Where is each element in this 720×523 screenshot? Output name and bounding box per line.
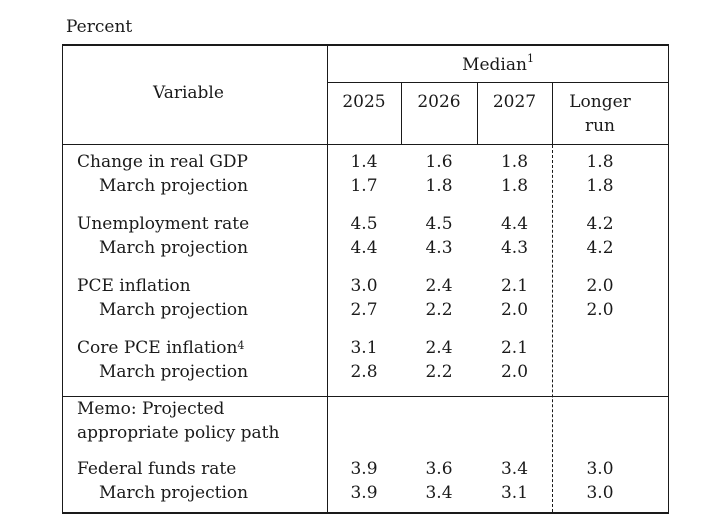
rows-value-7-0: 2.8: [350, 362, 378, 382]
rows-value-1-3: 1.8: [586, 176, 614, 196]
header-longer-run-line2: run: [584, 116, 616, 136]
caption-percent: Percent: [66, 17, 133, 37]
rows-label-1: March projection: [99, 176, 249, 196]
rows-value-2-3: 4.2: [586, 214, 614, 234]
rows-value-0-2: 1.8: [500, 152, 529, 172]
footnote-marker: 4: [237, 339, 245, 352]
rows-label-5: March projection: [99, 300, 249, 320]
rows-value-4-1: 2.4: [425, 276, 453, 296]
rows-value-0-3: 1.8: [586, 152, 614, 172]
memo-line2: appropriate policy path: [77, 423, 280, 443]
rows-value-7-2: 2.0: [500, 362, 529, 382]
rows-value-7-1: 2.2: [425, 362, 453, 382]
header-year-2026: 2026: [417, 92, 461, 112]
rows-value-5-1: 2.2: [425, 300, 453, 320]
memo_rows-value-1-3: 3.0: [586, 483, 614, 503]
rows-value-5-2: 2.0: [500, 300, 529, 320]
memo_rows-label-0: Federal funds rate: [77, 459, 237, 479]
rows-value-6-1: 2.4: [425, 338, 453, 358]
header-median: Median1: [462, 52, 534, 75]
rows-label-6: Core PCE inflation4: [77, 338, 245, 358]
memo_rows-value-0-3: 3.0: [586, 459, 614, 479]
rows-value-3-0: 4.4: [350, 238, 378, 258]
year-divider-longer: [552, 82, 553, 145]
left-border: [62, 44, 63, 514]
rows-value-1-1: 1.8: [425, 176, 453, 196]
rows-value-3-2: 4.3: [500, 238, 529, 258]
rows-value-6-0: 3.1: [350, 338, 378, 358]
rows-value-1-2: 1.8: [500, 176, 529, 196]
header-year-2027: 2027: [492, 92, 537, 112]
rows-label-4: PCE inflation: [77, 276, 191, 296]
rows-value-5-0: 2.7: [350, 300, 378, 320]
memo_rows-value-1-0: 3.9: [350, 483, 378, 503]
memo_rows-value-1-1: 3.4: [425, 483, 453, 503]
rows-label-2: Unemployment rate: [77, 214, 250, 234]
memo_rows-value-0-1: 3.6: [425, 459, 453, 479]
rows-value-4-0: 3.0: [350, 276, 378, 296]
year-divider-2026: [401, 82, 402, 145]
header-longer-run-line1: Longer: [569, 92, 631, 112]
header-year-2025: 2025: [342, 92, 386, 112]
rows-value-5-3: 2.0: [586, 300, 614, 320]
rows-value-0-0: 1.4: [350, 152, 378, 172]
memo-rule: [62, 396, 669, 397]
rows-label-3: March projection: [99, 238, 249, 258]
rows-value-3-3: 4.2: [586, 238, 614, 258]
rows-value-6-2: 2.1: [500, 338, 529, 358]
rows-value-4-2: 2.1: [500, 276, 529, 296]
rows-value-2-1: 4.5: [425, 214, 453, 234]
rows-value-2-2: 4.4: [500, 214, 529, 234]
memo_rows-value-0-2: 3.4: [500, 459, 529, 479]
memo_rows-label-1: March projection: [99, 483, 249, 503]
table-top-rule: [62, 44, 669, 46]
rows-value-2-0: 4.5: [350, 214, 378, 234]
median-footnote: 1: [526, 52, 534, 65]
year-divider-2027: [477, 82, 478, 145]
table-bottom-rule: [62, 512, 669, 514]
rows-label-0: Change in real GDP: [77, 152, 248, 172]
rows-value-1-0: 1.7: [350, 176, 378, 196]
longer-run-dashed-divider: [552, 145, 553, 512]
right-border: [668, 44, 669, 514]
header-variable: Variable: [153, 83, 224, 103]
median-rule: [327, 82, 669, 83]
memo_rows-value-1-2: 3.1: [500, 483, 529, 503]
memo-line1: Memo: Projected: [77, 399, 225, 419]
rows-value-4-3: 2.0: [586, 276, 614, 296]
rows-value-0-1: 1.6: [425, 152, 453, 172]
variable-divider: [327, 44, 328, 514]
header-bottom-rule: [62, 144, 669, 145]
rows-label-7: March projection: [99, 362, 249, 382]
memo_rows-value-0-0: 3.9: [350, 459, 378, 479]
rows-value-3-1: 4.3: [425, 238, 453, 258]
